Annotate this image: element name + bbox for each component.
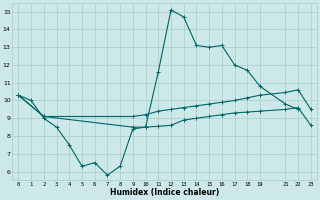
X-axis label: Humidex (Indice chaleur): Humidex (Indice chaleur): [110, 188, 219, 197]
